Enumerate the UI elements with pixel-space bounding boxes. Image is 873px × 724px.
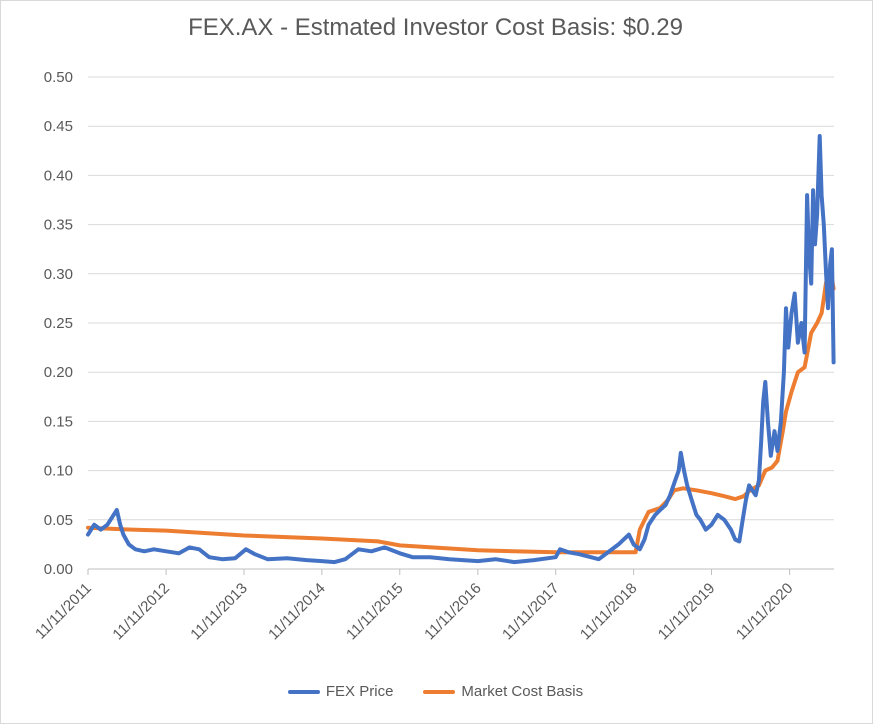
legend-item-market-cost-basis: Market Cost Basis [423,683,583,700]
y-tick-label: 0.50 [44,69,73,86]
y-tick-label: 0.10 [44,463,73,480]
x-tick-label: 11/11/2017 [499,580,563,644]
legend-label-market-cost-basis: Market Cost Basis [461,683,584,700]
y-tick-label: 0.40 [44,167,73,184]
series-layer [86,134,836,565]
x-tick-label: 11/11/2015 [343,580,407,644]
y-tick-label: 0.20 [44,364,73,381]
legend-item-fex-price: FEX Price [287,683,394,700]
legend-swatch-market-cost-basis [423,689,456,694]
legend-label-fex-price: FEX Price [325,683,394,700]
y-tick-label: 0.00 [44,561,73,578]
y-tick-label: 0.15 [44,413,73,430]
chart-title: FEX.AX - Estmated Investor Cost Basis: $… [188,14,683,41]
legend: FEX Price Market Cost Basis [0,683,871,700]
x-tick-label: 11/11/2012 [109,580,173,644]
x-tick-label: 11/11/2014 [265,580,329,644]
x-tick-label: 11/11/2019 [655,580,719,644]
x-tick-label: 11/11/2020 [733,580,797,644]
legend-swatch-fex-price [287,689,320,694]
gridlines [88,76,834,570]
y-tick-label: 0.45 [44,118,73,135]
x-axis-ticks: 11/11/2011 11/11/2012 11/11/2013 11/11/2014… [32,569,796,643]
y-tick-label: 0.35 [44,217,73,234]
y-tick-label: 0.05 [44,512,73,529]
y-tick-label: 0.25 [44,315,73,332]
y-tick-label: 0.30 [44,266,73,283]
x-tick-label: 11/11/2013 [187,580,251,644]
x-tick-label: 11/11/2016 [421,580,485,644]
x-tick-label: 11/11/2011 [32,580,95,643]
series-line-market-cost-basis [86,271,836,555]
series-line-fex-price [86,134,836,565]
x-tick-label: 11/11/2018 [577,580,641,644]
y-axis-ticks: 0.00 0.05 0.10 0.15 0.20 0.25 0.30 0.35 0.40 0.45… [44,69,73,578]
